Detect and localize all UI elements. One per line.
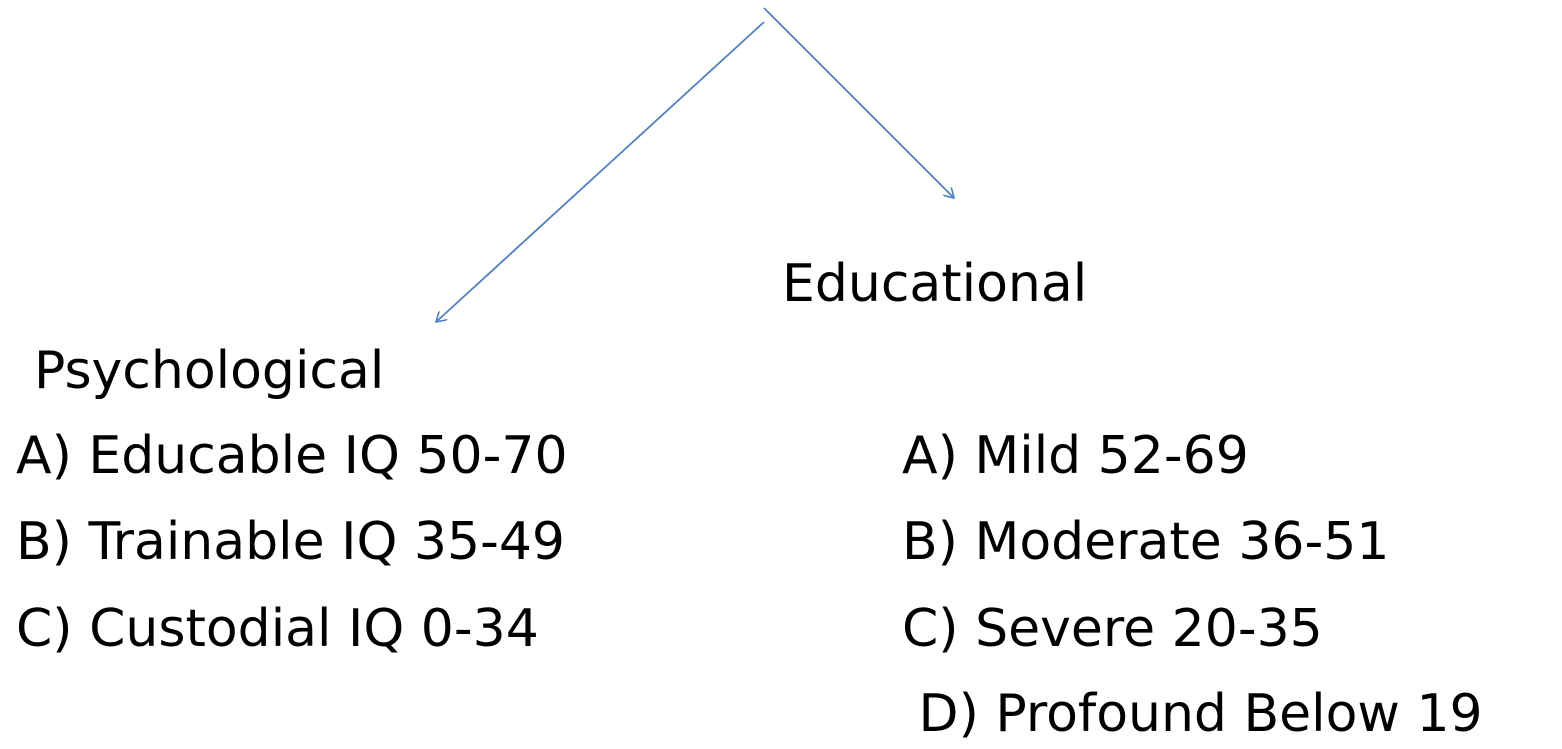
psychological-item-custodial: C) Custodial IQ 0-34 bbox=[16, 599, 539, 659]
educational-item-mild: A) Mild 52-69 bbox=[902, 426, 1249, 486]
psychological-title: Psychological bbox=[34, 341, 385, 401]
educational-title: Educational bbox=[782, 254, 1088, 314]
educational-item-moderate: B) Moderate 36-51 bbox=[902, 512, 1390, 572]
educational-item-profound: D) Profound Below 19 bbox=[902, 684, 1483, 744]
arrow-to-educational bbox=[763, 7, 954, 198]
psychological-item-trainable: B) Trainable IQ 35-49 bbox=[16, 512, 565, 572]
educational-item-severe: C) Severe 20-35 bbox=[902, 599, 1323, 659]
psychological-item-educable: A) Educable IQ 50-70 bbox=[16, 426, 568, 486]
arrow-to-psychological bbox=[436, 21, 765, 322]
